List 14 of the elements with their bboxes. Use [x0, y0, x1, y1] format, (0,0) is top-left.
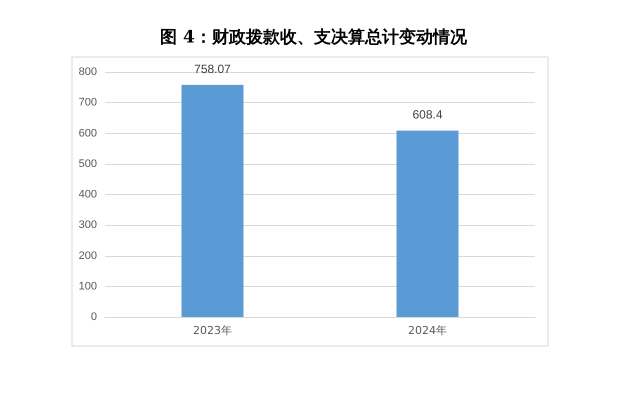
data-label: 758.07 [194, 62, 232, 76]
chart-title: 图 4：财政拨款收、支决算总计变动情况 [160, 28, 468, 48]
y-tick-label: 100 [78, 280, 97, 292]
x-tick-label: 2023年 [193, 324, 232, 337]
y-tick-label: 800 [78, 66, 97, 78]
y-tick-label: 500 [78, 158, 97, 170]
y-tick-label: 600 [78, 127, 97, 140]
y-tick-label: 200 [78, 250, 97, 262]
y-tick-label: 300 [78, 219, 97, 232]
x-tick-label: 2024年 [408, 324, 447, 337]
data-label: 608.4 [412, 108, 443, 122]
y-tick-label: 400 [78, 188, 97, 200]
y-tick-label: 0 [90, 311, 97, 323]
y-tick-label: 700 [78, 96, 97, 109]
